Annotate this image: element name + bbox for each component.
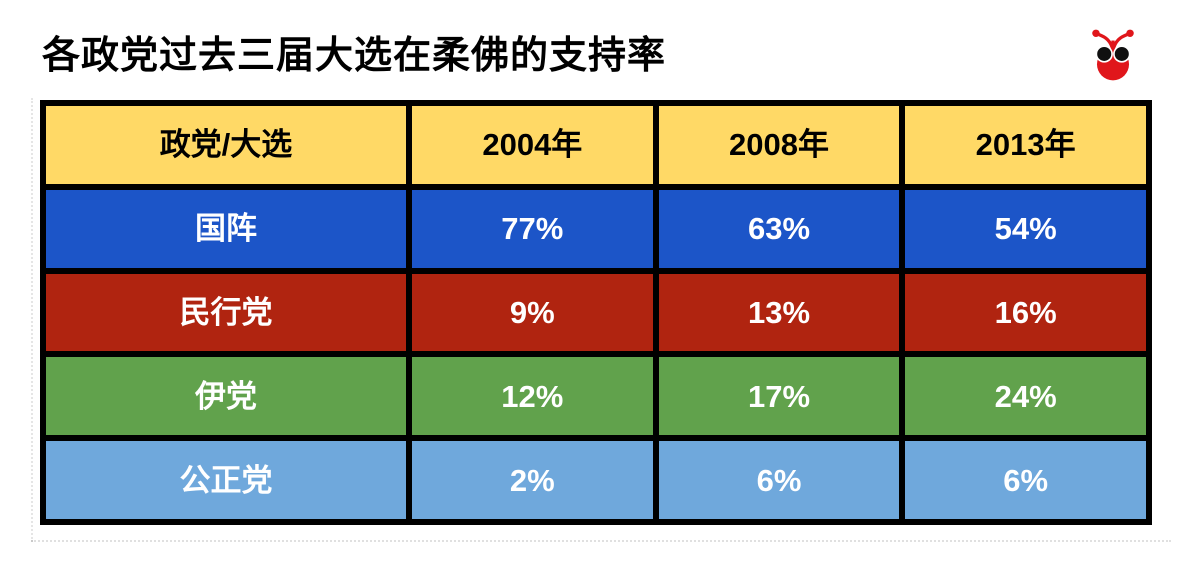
party-name-cell: 伊党: [46, 357, 406, 436]
value-cell: 12%: [412, 357, 653, 436]
column-header-year: 2013年: [905, 106, 1146, 184]
support-rate-table: 政党/大选 2004年 2008年 2013年国阵 77% 63% 54% 民行党 9% 13% 1…: [40, 100, 1152, 525]
column-header-year: 2008年: [658, 106, 900, 184]
party-name-cell: 民行党: [46, 273, 406, 352]
value-cell: 16%: [905, 273, 1146, 352]
value-cell: 54%: [905, 189, 1146, 268]
value-cell: 24%: [905, 357, 1146, 436]
value-cell: 63%: [658, 189, 900, 268]
party-name-cell: 国阵: [46, 189, 406, 268]
value-cell: 77%: [412, 189, 653, 268]
slide-guide-horizontal: [31, 540, 1171, 542]
column-header-year: 2004年: [412, 106, 653, 184]
column-header-party: 政党/大选: [46, 106, 406, 184]
value-cell: 13%: [658, 273, 900, 352]
value-cell: 2%: [412, 441, 653, 519]
value-cell: 6%: [658, 441, 900, 519]
value-cell: 6%: [905, 441, 1146, 519]
slide-guide-vertical: [31, 98, 33, 542]
page-title: 各政党过去三届大选在柔佛的支持率: [42, 35, 667, 77]
value-cell: 9%: [412, 273, 653, 352]
party-name-cell: 公正党: [46, 441, 406, 519]
value-cell: 17%: [658, 357, 900, 436]
ant-logo-icon: [1082, 24, 1144, 86]
